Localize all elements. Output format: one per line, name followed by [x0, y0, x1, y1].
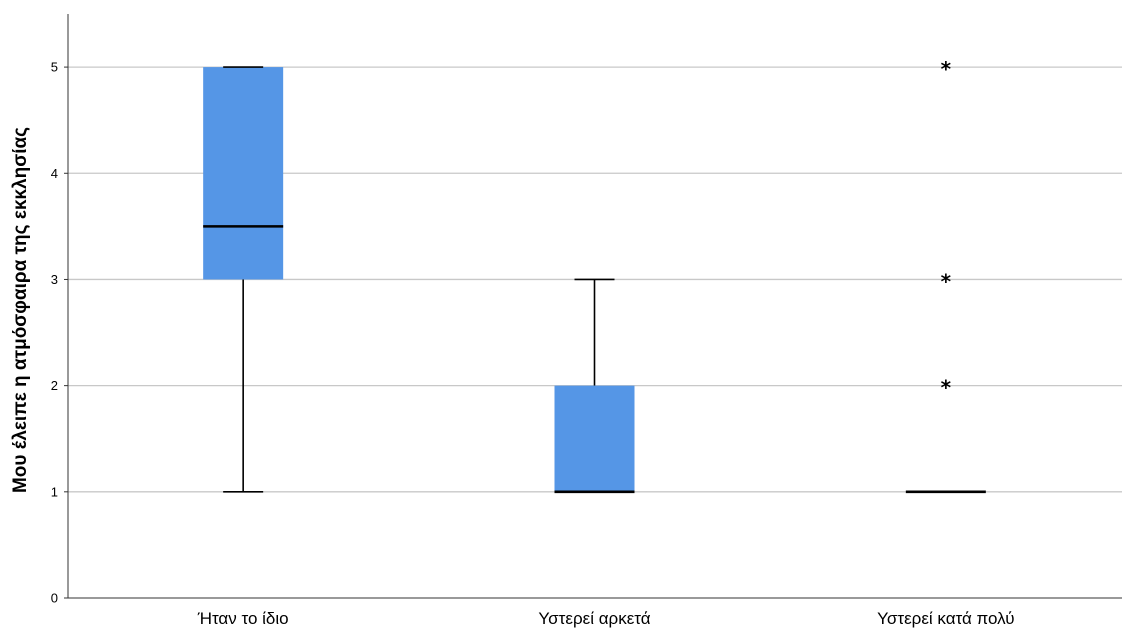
box-group — [554, 278, 635, 494]
y-axis-title: Μου έλειπε η ατμόσφαιρα της εκκλησίας — [10, 127, 31, 493]
y-tick-label: 5 — [51, 60, 58, 75]
boxes: * * * — [203, 57, 986, 494]
tick-labels: 0 1 2 3 4 5 Ήταν το ίδιο Υστερεί αρκετά Υστερεί … — [51, 60, 1015, 628]
outlier-marker: * — [941, 57, 952, 81]
x-tick-label: Ήταν το ίδιο — [197, 609, 289, 628]
outlier-marker: * — [941, 269, 952, 293]
y-tick-label: 1 — [51, 484, 58, 499]
axes — [64, 14, 1122, 599]
box-iqr — [203, 67, 284, 280]
y-tick-label: 4 — [51, 166, 58, 181]
y-tick-label: 2 — [51, 378, 58, 393]
box-group — [203, 66, 284, 493]
box-group: * * * — [905, 57, 986, 494]
x-tick-label: Υστερεί κατά πολύ — [877, 609, 1015, 628]
outlier-marker: * — [941, 376, 952, 400]
x-tick-label: Υστερεί αρκετά — [538, 609, 650, 628]
y-tick-label: 3 — [51, 272, 58, 287]
y-tick-label: 0 — [51, 591, 58, 606]
box-iqr — [554, 385, 635, 492]
